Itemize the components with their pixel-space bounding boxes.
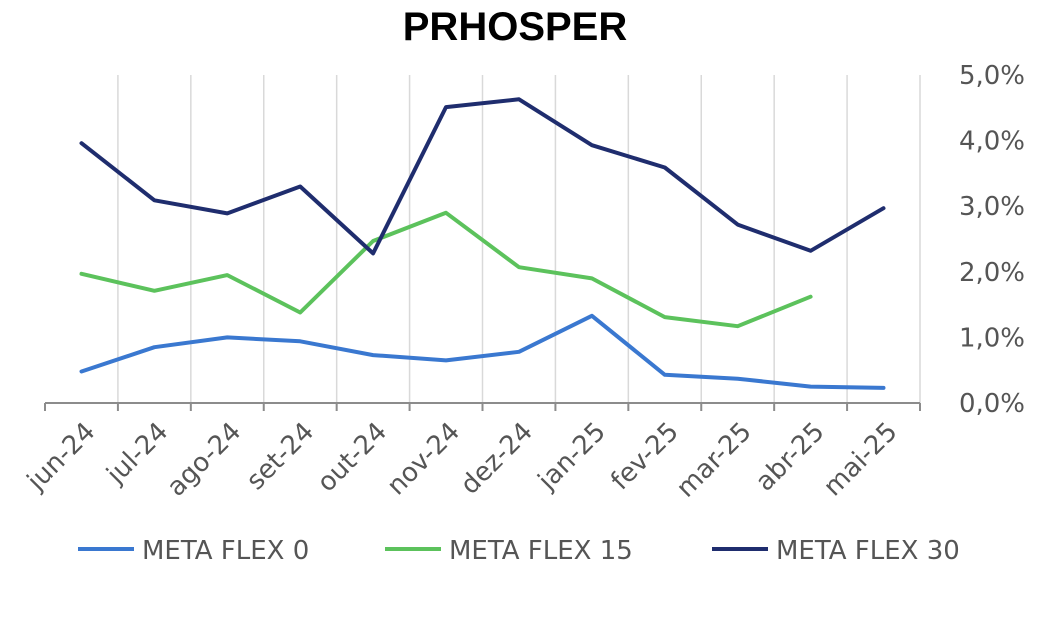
series-line-meta-flex-30 (79, 97, 886, 256)
legend-label: META FLEX 0 (142, 536, 309, 566)
y-axis: 0,0% 1,0% 2,0% 3,0% 4,0% 5,0% (959, 61, 1025, 419)
x-tick-label: set-24 (241, 417, 320, 496)
x-tick-label: abr-25 (750, 417, 831, 498)
legend-item-meta-flex-15: META FLEX 15 (385, 536, 633, 566)
x-tick-label: mar-25 (671, 417, 758, 504)
y-tick-label: 5,0% (959, 61, 1025, 91)
x-tick-label: mai-25 (818, 417, 904, 503)
chart-title: PRHOSPER (403, 5, 628, 49)
legend-label: META FLEX 30 (776, 536, 960, 566)
x-tick-label: ago-24 (161, 417, 247, 503)
legend: META FLEX 0 META FLEX 15 META FLEX 30 (78, 536, 960, 566)
y-tick-label: 3,0% (959, 192, 1025, 222)
series-line-meta-flex-15 (79, 210, 813, 329)
y-tick-label: 1,0% (959, 323, 1025, 353)
x-tick-label: out-24 (312, 417, 393, 498)
x-tick-label: jun-24 (21, 417, 101, 497)
x-tick-label: dez-24 (455, 417, 539, 501)
x-tick-label: nov-24 (381, 417, 466, 502)
x-axis: jun-24 jul-24ago-24set-24out-24nov-24dez-… (21, 402, 921, 504)
legend-label: META FLEX 15 (449, 536, 633, 566)
y-tick-label: 2,0% (959, 258, 1025, 288)
x-tick-label: jan-25 (532, 417, 612, 497)
legend-item-meta-flex-0: META FLEX 0 (78, 536, 309, 566)
series-group (79, 97, 886, 390)
y-tick-label: 0,0% (959, 389, 1025, 419)
series-line-meta-flex-0 (79, 313, 886, 390)
legend-item-meta-flex-30: META FLEX 30 (712, 536, 960, 566)
y-tick-label: 4,0% (959, 127, 1025, 157)
